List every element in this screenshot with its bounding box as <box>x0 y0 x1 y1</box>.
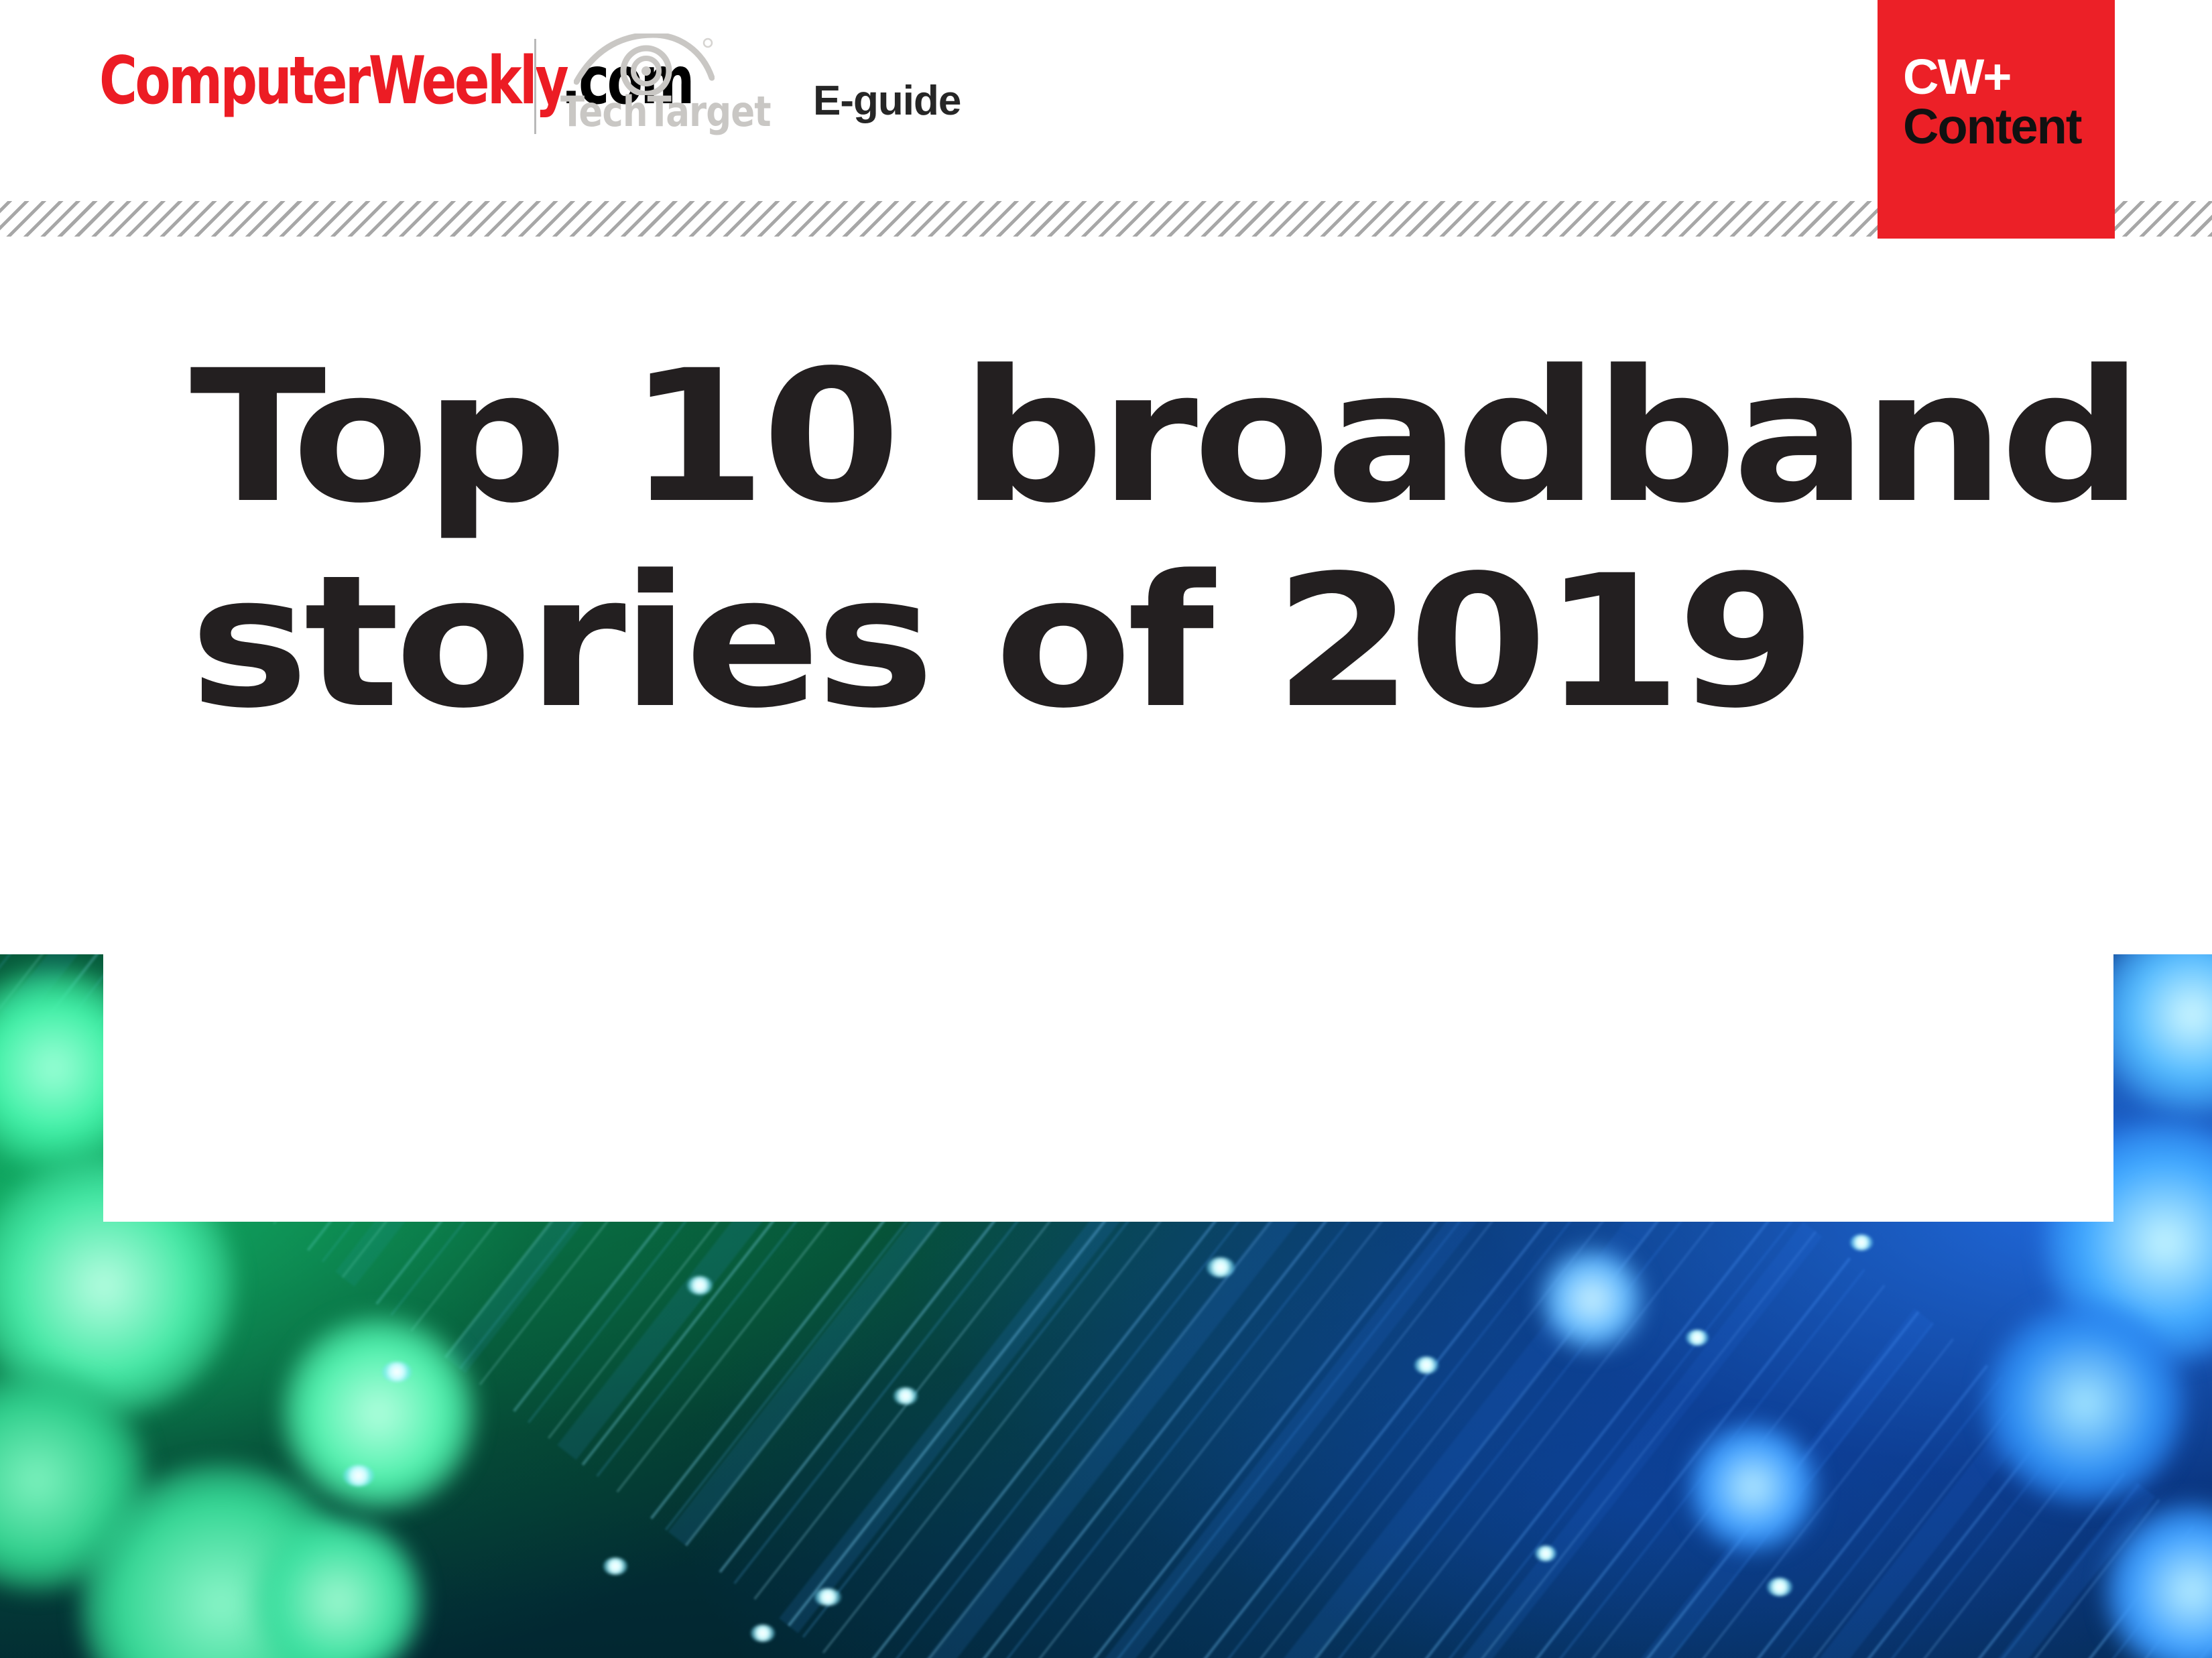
fibre-tip-glow <box>894 1387 918 1405</box>
techtarget-logo[interactable]: TechTarget <box>560 31 772 141</box>
fibre-tip-glow <box>1535 1545 1556 1561</box>
page-title-line-2: stories of 2019 <box>190 537 1817 749</box>
fibre-tip-glow <box>751 1624 775 1642</box>
page-header: ComputerWeekly.com TechTarget E-guide <box>0 0 2212 201</box>
fibre-tip-glow <box>382 1362 412 1382</box>
logo-divider <box>534 39 536 134</box>
page-title: Top 10 broadband stories of 2019 <box>190 335 2144 745</box>
eye-icon <box>573 31 715 97</box>
badge-line-content: Content <box>1903 99 2082 154</box>
techtarget-wordmark: TechTarget <box>560 87 772 136</box>
bokeh-circle <box>1984 1303 2185 1504</box>
fibre-tip-glow <box>1207 1257 1235 1277</box>
badge-line-cw-plus: CW+ <box>1903 49 2012 105</box>
cw-plus-content-badge: CW+ Content <box>1878 0 2115 239</box>
document-type-label: E-guide <box>813 78 961 124</box>
page-title-line-1: Top 10 broadband <box>190 332 2144 544</box>
bokeh-circle <box>255 1517 422 1658</box>
fibre-tip-glow <box>343 1465 374 1486</box>
fibre-tip-glow <box>1686 1330 1709 1346</box>
computerweekly-logo[interactable]: ComputerWeekly.com <box>99 48 694 114</box>
bokeh-circle <box>1542 1249 1642 1350</box>
brand-name-red: ComputerWeekly <box>99 43 564 119</box>
fibre-tip-glow <box>814 1588 841 1606</box>
fibre-tip-glow <box>687 1276 713 1295</box>
fibre-tip-glow <box>1850 1234 1873 1251</box>
bokeh-circle <box>282 1316 476 1511</box>
fibre-tip-glow <box>1767 1578 1792 1596</box>
content-panel <box>103 954 2113 1222</box>
fibre-tip-glow <box>1414 1356 1438 1374</box>
hatch-pattern-band <box>0 201 2212 237</box>
bokeh-circle <box>1689 1423 1817 1551</box>
fibre-tip-glow <box>603 1557 627 1575</box>
